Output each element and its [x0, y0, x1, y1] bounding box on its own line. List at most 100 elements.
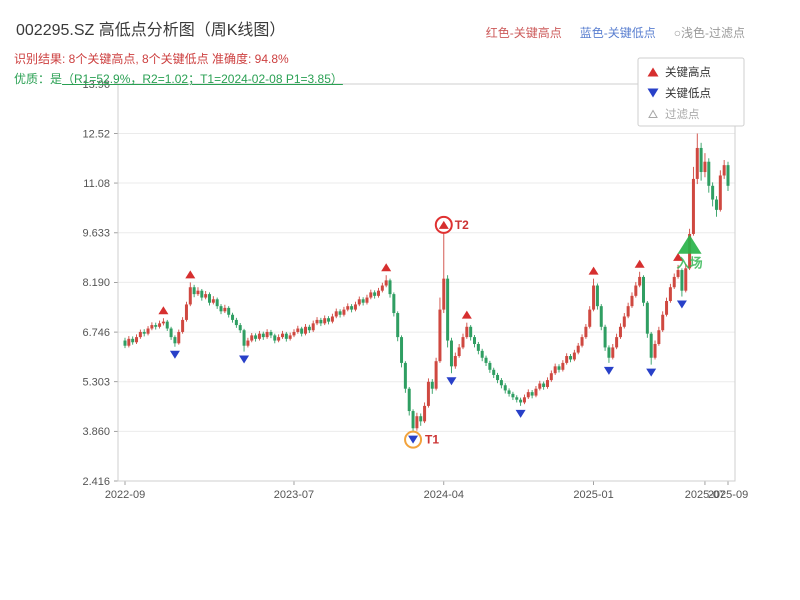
x-tick-label: 2024-04 — [424, 489, 464, 501]
y-tick-label: 9.633 — [82, 228, 110, 240]
candle-body — [499, 380, 503, 386]
candle-body — [542, 383, 546, 387]
candle-body — [469, 326, 473, 338]
candle-body — [181, 319, 185, 332]
legend-item-label: 过滤点 — [665, 108, 700, 121]
candle-body — [599, 306, 603, 327]
candle-body — [388, 280, 392, 295]
candle-body — [718, 175, 722, 210]
candle-body — [496, 374, 500, 381]
quality-prefix: 优质：是 — [14, 72, 63, 86]
candle-body — [534, 388, 538, 396]
key-low-marker — [239, 355, 250, 364]
candle-body — [211, 299, 215, 303]
candle-body — [357, 299, 361, 305]
recognition-result-text: 识别结果: 8个关键高点, 8个关键低点 准确度: 94.8% — [14, 52, 289, 66]
candle-body — [261, 333, 265, 338]
y-tick-label: 11.08 — [83, 178, 110, 190]
candle-body — [396, 313, 400, 338]
candle-body — [638, 276, 642, 286]
y-tick-label: 3.860 — [82, 426, 110, 438]
candle-body — [657, 330, 661, 344]
candle-body — [292, 331, 296, 336]
candle-body — [449, 340, 453, 367]
candle-body — [246, 340, 250, 346]
candle-body — [553, 366, 557, 374]
key-high-marker — [673, 252, 684, 261]
candle-body — [703, 161, 707, 173]
candle-body — [457, 347, 461, 357]
candle-body — [484, 357, 488, 363]
legend-key-high-icon — [647, 67, 659, 77]
candle-body — [592, 285, 596, 310]
candle-body — [476, 343, 480, 351]
candle-body — [342, 309, 346, 315]
candle-body — [419, 416, 423, 422]
candle-body — [576, 345, 580, 353]
candle-body — [177, 331, 181, 344]
candle-body — [250, 335, 254, 341]
candle-body — [653, 343, 657, 358]
candle-body — [430, 381, 434, 389]
candle-body — [158, 323, 162, 327]
candle-body — [572, 352, 576, 360]
entry-marker — [677, 234, 702, 254]
candle-body — [330, 316, 334, 322]
candle-body — [665, 301, 669, 315]
y-tick-label: 8.190 — [82, 277, 110, 289]
candle-body — [142, 331, 146, 334]
key-high-marker — [185, 270, 196, 279]
candle-body — [384, 280, 388, 286]
x-tick-label: 2025-07 — [685, 489, 725, 501]
y-grid: 13.96 12.52 11.08 9.633 8.190 6.746 5.303 3.860… — [82, 79, 735, 488]
x-axis: 2022-09 2023-07 2024-04 2025-01 2025-072025-… — [105, 481, 748, 501]
candle-body — [676, 270, 680, 277]
candle-body — [545, 380, 549, 387]
candle-body — [227, 307, 231, 315]
candle-body — [722, 165, 726, 176]
candle-body — [150, 325, 154, 329]
candle-body — [300, 328, 304, 334]
candle-body — [584, 326, 588, 338]
candle-body — [380, 285, 384, 291]
candle-body — [415, 416, 419, 429]
candle-body — [711, 185, 715, 200]
candle-body — [215, 299, 219, 307]
candle-body — [649, 333, 653, 358]
key-high-marker — [438, 220, 449, 229]
candle-body — [580, 337, 584, 346]
key-low-marker — [676, 300, 687, 309]
key-high-marker — [158, 306, 169, 315]
candle-body — [519, 399, 523, 403]
candle-body — [522, 397, 526, 403]
x-tick-label: 2025-01 — [573, 489, 613, 501]
candle-body — [277, 337, 281, 341]
candle-body — [714, 199, 718, 210]
candle-body — [353, 304, 357, 310]
key-low-markers: T1 — [169, 300, 687, 449]
candle-body — [369, 292, 373, 298]
candle-body — [480, 350, 484, 358]
candle-body — [169, 328, 173, 338]
candle-body — [346, 306, 350, 310]
candle-body — [161, 321, 165, 324]
candle-body — [526, 392, 530, 398]
candle-body — [146, 328, 150, 334]
candle-body — [691, 178, 695, 234]
candle-body — [515, 397, 519, 400]
candle-body — [319, 319, 323, 324]
candle-body — [131, 338, 135, 343]
candle-body — [438, 309, 442, 362]
candle-body — [234, 319, 238, 326]
key-high-marker — [381, 263, 392, 272]
candle-body — [365, 297, 369, 303]
t2-circle — [434, 215, 453, 234]
candle-body — [127, 338, 131, 346]
key-high-marker — [461, 310, 472, 319]
candle-body — [442, 278, 446, 310]
candle-body — [219, 306, 223, 312]
y-tick-label: 12.52 — [82, 128, 110, 140]
candle-body — [135, 337, 139, 343]
